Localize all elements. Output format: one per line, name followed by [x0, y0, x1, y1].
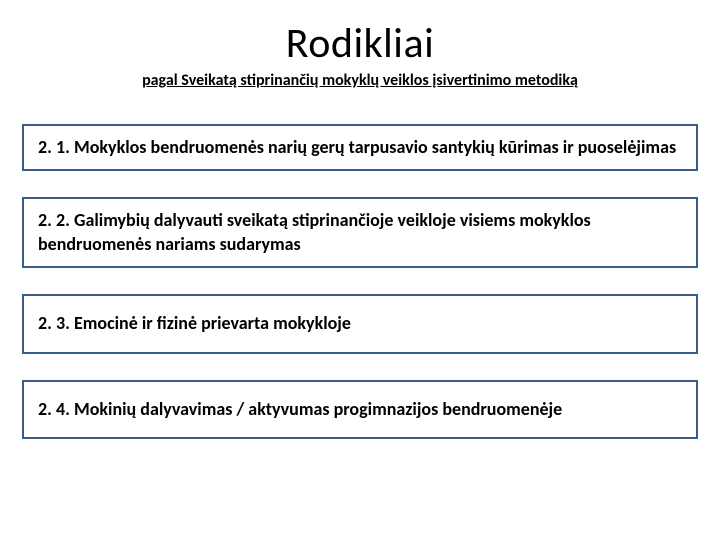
indicator-text-4: 2. 4. Mokinių dalyvavimas / aktyvumas pr…: [38, 398, 562, 420]
slide-title: Rodikliai: [22, 18, 698, 69]
indicator-box-3: 2. 3. Emocinė ir fizinė prievarta mokykl…: [22, 294, 698, 353]
indicator-box-2: 2. 2. Galimybių dalyvauti sveikatą stipr…: [22, 197, 698, 268]
indicator-text-3: 2. 3. Emocinė ir fizinė prievarta mokykl…: [38, 312, 351, 334]
indicator-box-4: 2. 4. Mokinių dalyvavimas / aktyvumas pr…: [22, 380, 698, 439]
slide-subtitle: pagal Sveikatą stiprinančių mokyklų veik…: [22, 71, 698, 90]
indicator-box-1: 2. 1. Mokyklos bendruomenės narių gerų t…: [22, 124, 698, 171]
indicator-text-1: 2. 1. Mokyklos bendruomenės narių gerų t…: [38, 136, 676, 158]
indicator-text-2: 2. 2. Galimybių dalyvauti sveikatą stipr…: [38, 209, 591, 254]
